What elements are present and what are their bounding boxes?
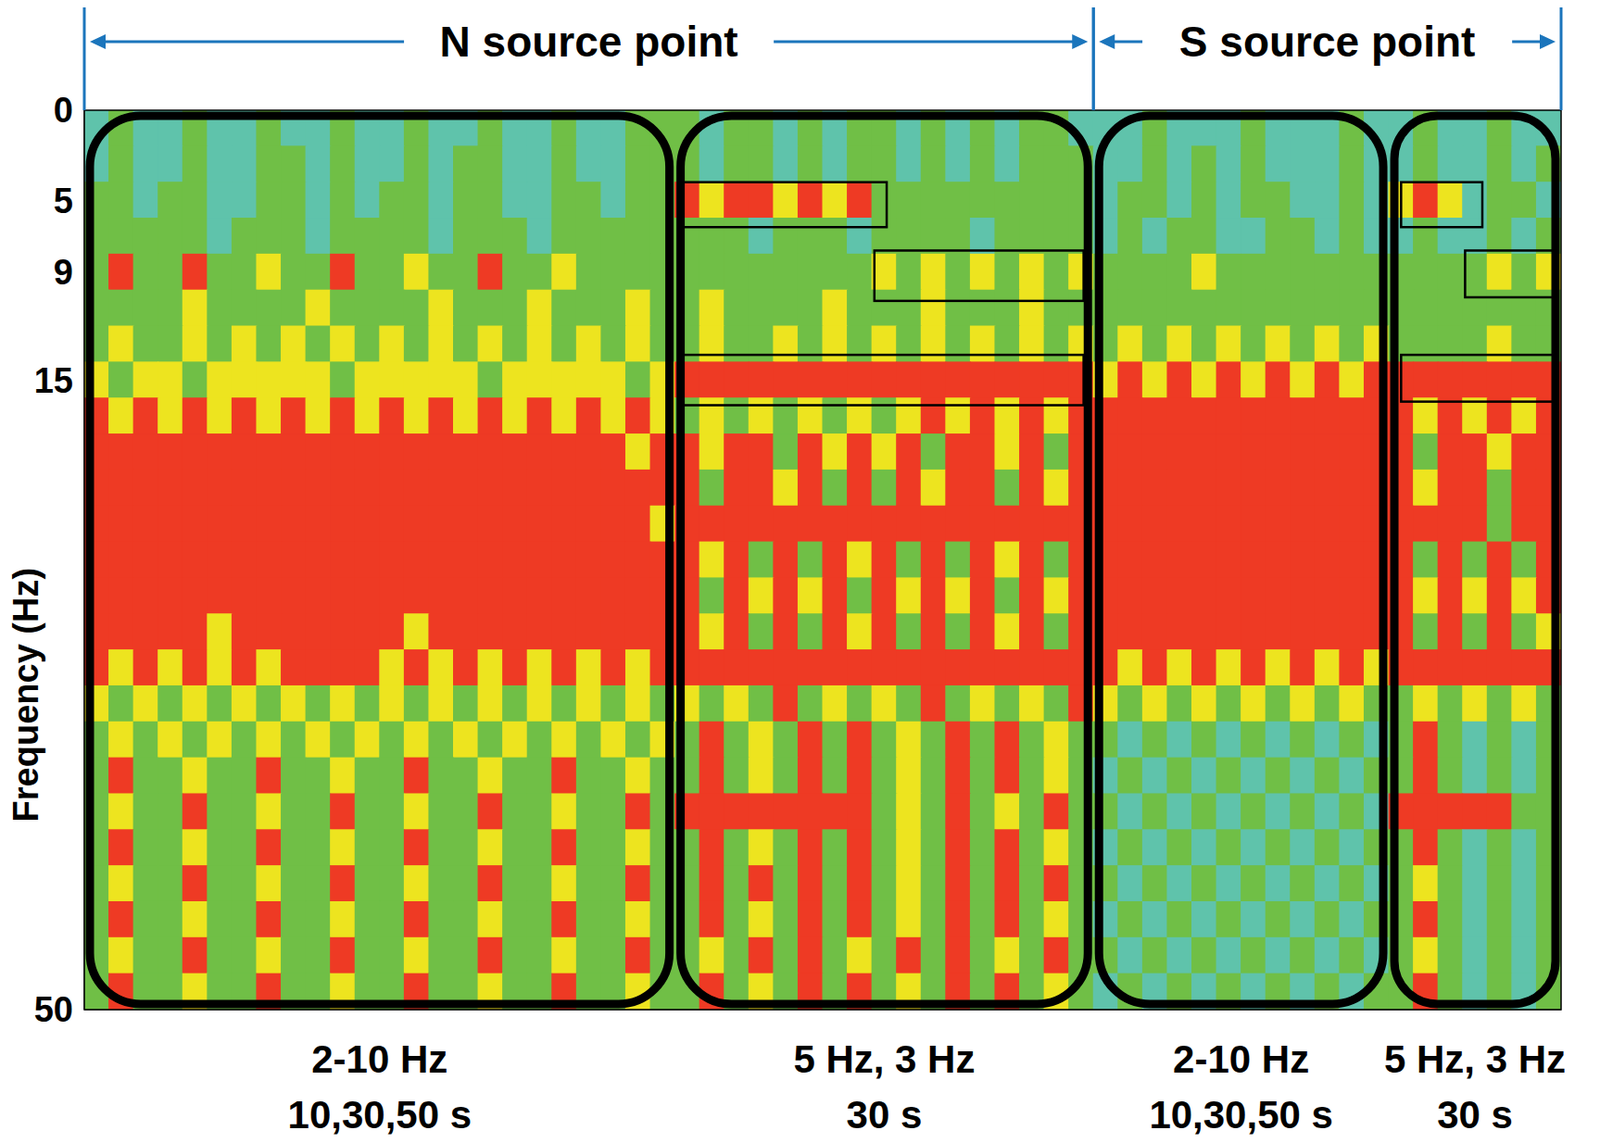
svg-text:9: 9 bbox=[53, 252, 74, 292]
svg-text:2-10 Hz: 2-10 Hz bbox=[1172, 1037, 1310, 1082]
svg-text:0: 0 bbox=[53, 90, 74, 130]
svg-text:5: 5 bbox=[53, 181, 74, 221]
svg-text:N source point: N source point bbox=[440, 17, 739, 66]
svg-text:Frequency (Hz): Frequency (Hz) bbox=[6, 567, 46, 822]
svg-text:5 Hz, 3 Hz: 5 Hz, 3 Hz bbox=[1384, 1037, 1566, 1082]
svg-text:5 Hz, 3 Hz: 5 Hz, 3 Hz bbox=[793, 1037, 975, 1082]
svg-text:30 s: 30 s bbox=[846, 1093, 923, 1137]
svg-text:15: 15 bbox=[34, 361, 74, 401]
svg-text:50: 50 bbox=[34, 990, 74, 1030]
svg-text:S source point: S source point bbox=[1179, 17, 1475, 66]
svg-text:10,30,50 s: 10,30,50 s bbox=[1148, 1093, 1334, 1137]
svg-text:2-10 Hz: 2-10 Hz bbox=[311, 1037, 448, 1082]
svg-text:10,30,50 s: 10,30,50 s bbox=[288, 1093, 473, 1137]
svg-text:30 s: 30 s bbox=[1436, 1093, 1513, 1137]
